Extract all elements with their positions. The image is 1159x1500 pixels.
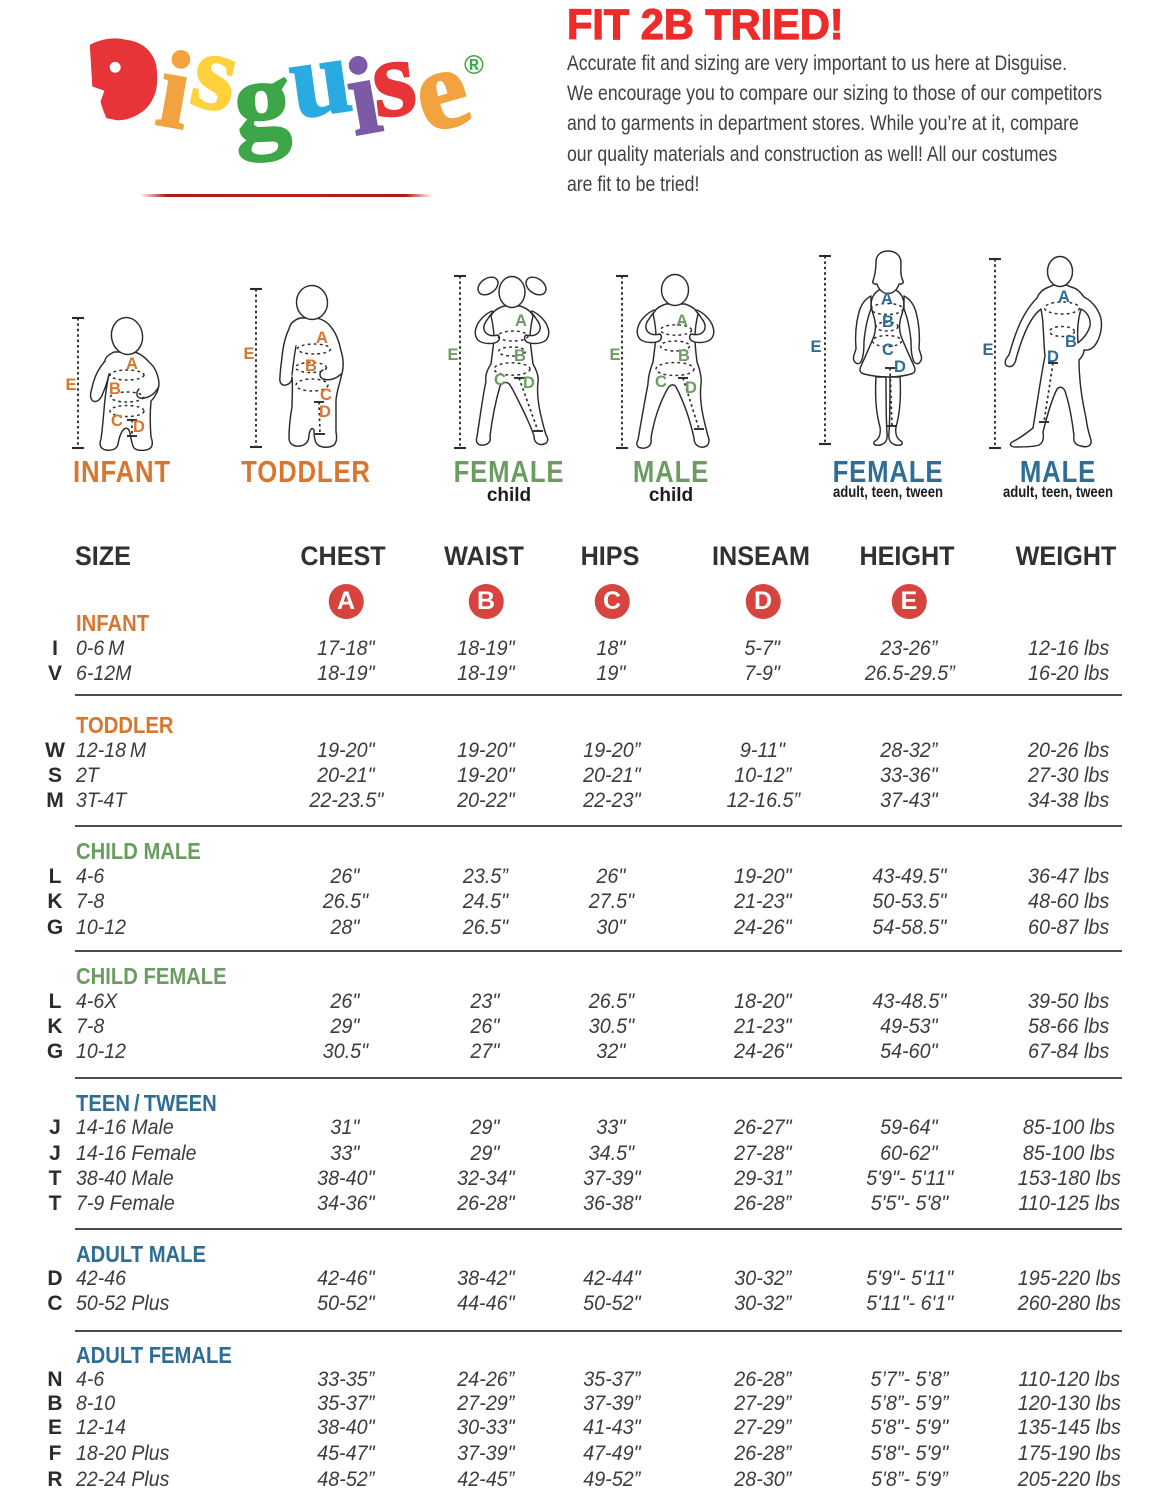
svg-text:B: B xyxy=(1065,333,1077,351)
svg-text:C: C xyxy=(882,341,894,359)
svg-text:B: B xyxy=(882,313,894,331)
svg-text:A: A xyxy=(316,329,328,347)
svg-text:C: C xyxy=(494,371,506,389)
svg-text:C: C xyxy=(111,412,123,430)
svg-text:D: D xyxy=(523,374,535,392)
svg-text:B: B xyxy=(109,380,121,398)
svg-text:C: C xyxy=(320,386,332,404)
svg-text:C: C xyxy=(655,373,667,391)
svg-text:E: E xyxy=(810,338,821,356)
svg-text:D: D xyxy=(1047,348,1059,366)
svg-text:E: E xyxy=(982,341,993,359)
svg-text:E: E xyxy=(243,345,254,363)
svg-text:B: B xyxy=(678,347,690,365)
svg-text:D: D xyxy=(894,358,906,376)
svg-text:D: D xyxy=(319,403,331,421)
svg-text:A: A xyxy=(515,312,527,330)
svg-text:B: B xyxy=(514,347,526,365)
svg-text:E: E xyxy=(65,376,76,394)
svg-text:A: A xyxy=(676,312,688,330)
svg-text:A: A xyxy=(881,290,893,308)
svg-text:D: D xyxy=(685,379,697,397)
svg-text:E: E xyxy=(447,346,458,364)
svg-text:A: A xyxy=(126,355,138,373)
svg-text:A: A xyxy=(1058,288,1070,306)
svg-text:B: B xyxy=(305,357,317,375)
svg-text:D: D xyxy=(133,418,145,436)
svg-text:E: E xyxy=(609,346,620,364)
